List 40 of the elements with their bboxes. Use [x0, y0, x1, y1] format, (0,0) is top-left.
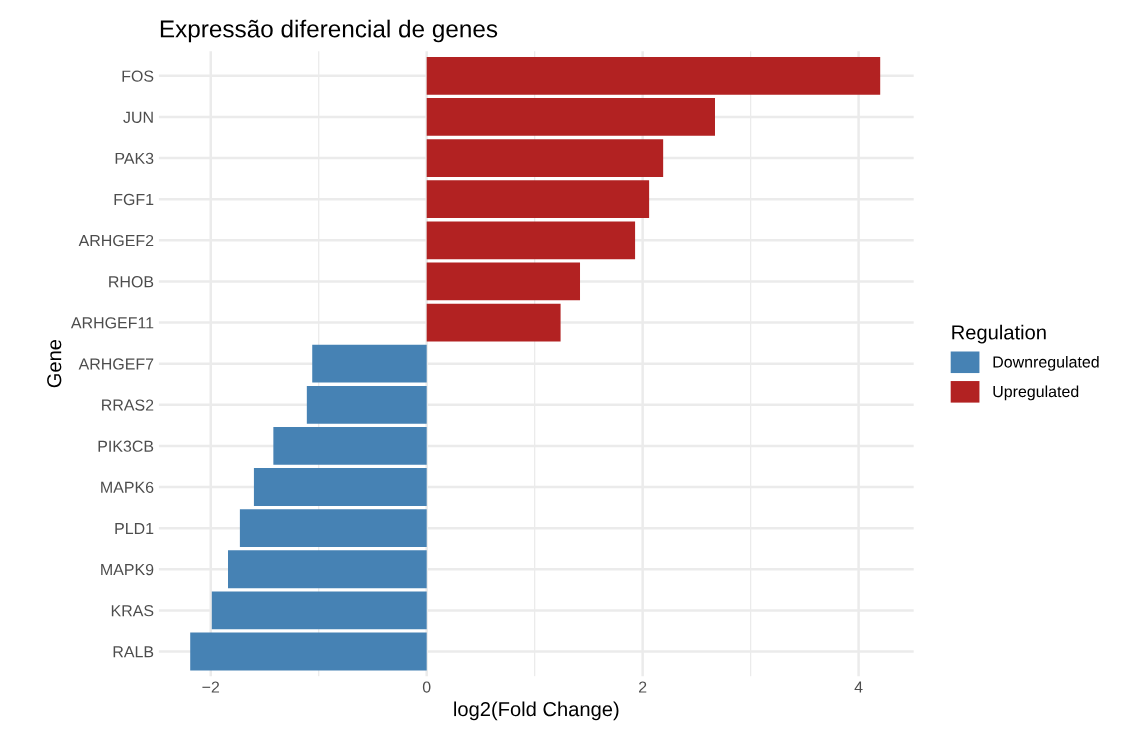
bar: [312, 344, 427, 383]
bar: [426, 139, 664, 177]
y-tick-label: PIK3CB: [98, 440, 154, 452]
bar: [426, 56, 881, 95]
bar: [239, 509, 427, 548]
bar: [426, 221, 636, 260]
x-tick-label: 2: [639, 681, 647, 693]
y-tick-label: RRAS2: [102, 399, 154, 411]
y-tick-label: PLD1: [115, 522, 154, 534]
bar: [426, 303, 561, 342]
y-tick-label: FGF1: [114, 193, 154, 206]
x-tick-label: 0: [422, 681, 431, 693]
y-tick-label: KRAS: [111, 605, 154, 617]
x-tick-label: −2: [202, 681, 220, 693]
y-tick-label: FOS: [122, 70, 154, 82]
chart-title: Expressão diferencial de genes: [160, 19, 498, 43]
bar: [426, 98, 715, 136]
legend-label: Upregulated: [993, 385, 1079, 401]
y-tick-label: MAPK6: [101, 481, 154, 493]
bar: [190, 632, 427, 671]
y-tick-label: ARHGEF7: [78, 358, 154, 370]
bar: [211, 591, 427, 630]
x-axis-title: log2(Fold Change): [454, 701, 619, 721]
y-tick-label: MAPK9: [101, 563, 154, 576]
y-tick-label: JUN: [123, 111, 153, 123]
legend-label: Downregulated: [993, 355, 1099, 371]
legend-title: Regulation: [952, 324, 1046, 344]
bar: [253, 468, 427, 506]
bar: [426, 262, 581, 301]
y-tick-label: RHOB: [109, 276, 154, 288]
bar: [273, 427, 427, 465]
y-tick-label: ARHGEF2: [78, 234, 154, 247]
bar: [426, 180, 650, 219]
y-axis-title: Gene: [47, 339, 62, 388]
bar: [306, 385, 427, 424]
y-tick-label: ARHGEF11: [70, 317, 154, 329]
bar: [228, 550, 427, 589]
y-tick-label: PAK3: [115, 152, 154, 165]
y-tick-label: RALB: [113, 646, 154, 658]
x-tick-label: 4: [854, 681, 863, 693]
